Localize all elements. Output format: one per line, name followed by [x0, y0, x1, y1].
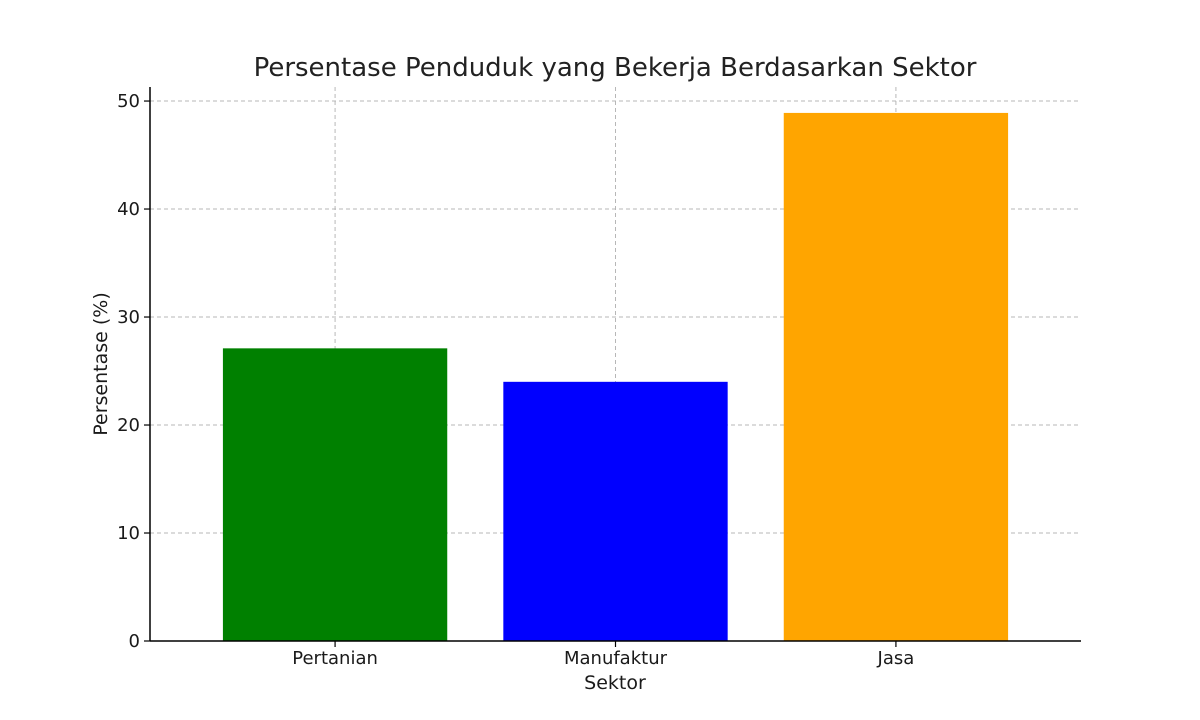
bars: [222, 112, 1009, 641]
bar-manufaktur: [503, 381, 728, 641]
x-ticks: Pertanian Manufaktur Jasa: [292, 641, 914, 669]
y-ticks: 0 10 20 30 40 50: [117, 91, 150, 652]
x-tick-label: Jasa: [877, 648, 915, 669]
x-axis-title: Sektor: [584, 672, 646, 694]
y-tick-label: 50: [117, 91, 140, 112]
bar-pertanian: [222, 348, 448, 641]
bar-jasa: [783, 112, 1009, 641]
y-tick-label: 30: [117, 307, 140, 328]
y-tick-label: 10: [117, 523, 140, 544]
y-axis-title: Persentase (%): [90, 292, 112, 436]
y-tick-label: 20: [117, 415, 140, 436]
y-tick-label: 0: [129, 631, 140, 652]
chart-title: Persentase Penduduk yang Bekerja Berdasa…: [254, 53, 977, 83]
x-tick-label: Manufaktur: [564, 648, 668, 669]
x-tick-label: Pertanian: [292, 648, 378, 669]
y-tick-label: 40: [117, 199, 140, 220]
